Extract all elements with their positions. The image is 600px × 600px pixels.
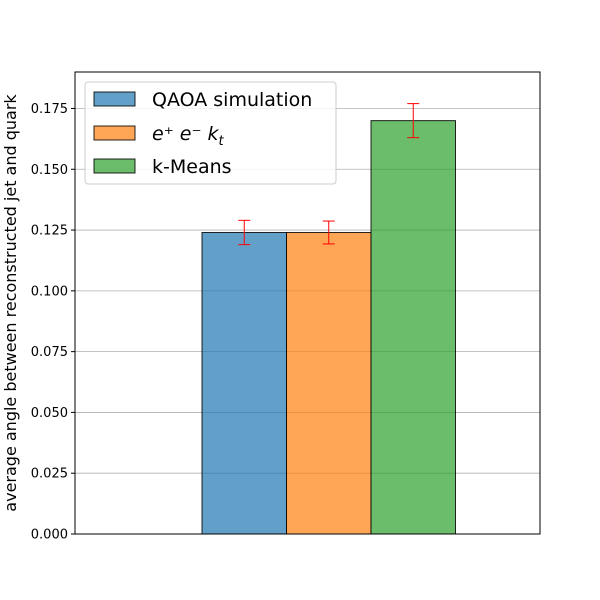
y-tick-label: 0.100: [31, 284, 68, 299]
y-axis-label: average angle between reconstructed jet …: [1, 94, 20, 512]
y-tick-label: 0.175: [31, 102, 68, 117]
legend: QAOA simulation e⁺ e⁻ kt k-Means: [84, 81, 337, 185]
error-bars: [238, 103, 420, 246]
legend-label: e⁺ e⁻ kt: [152, 123, 225, 149]
plot-frame: [74, 71, 541, 535]
legend-swatch: [93, 125, 136, 141]
legend-swatch: [93, 158, 136, 174]
bar: [201, 231, 287, 535]
y-tick-label: 0.075: [31, 345, 68, 360]
y-tick-label: 0.050: [31, 406, 68, 421]
legend-label-main: e⁺ e⁻ k: [152, 123, 220, 145]
y-tick-label: 0.000: [31, 528, 68, 543]
legend-box: [84, 81, 337, 185]
y-axis: 0.000 0.025 0.050 0.075 0.100 0.125 0.150 0.175: [31, 102, 75, 543]
legend-label-subscript: t: [219, 134, 225, 149]
y-tick-label: 0.125: [31, 224, 68, 239]
bar: [370, 120, 456, 535]
legend-swatch: [93, 91, 136, 107]
legend-label: k-Means: [152, 156, 232, 178]
legend-label: QAOA simulation: [152, 89, 312, 111]
y-tick-label: 0.150: [31, 163, 68, 178]
bar: [286, 231, 372, 535]
y-tick-label: 0.025: [31, 467, 68, 482]
